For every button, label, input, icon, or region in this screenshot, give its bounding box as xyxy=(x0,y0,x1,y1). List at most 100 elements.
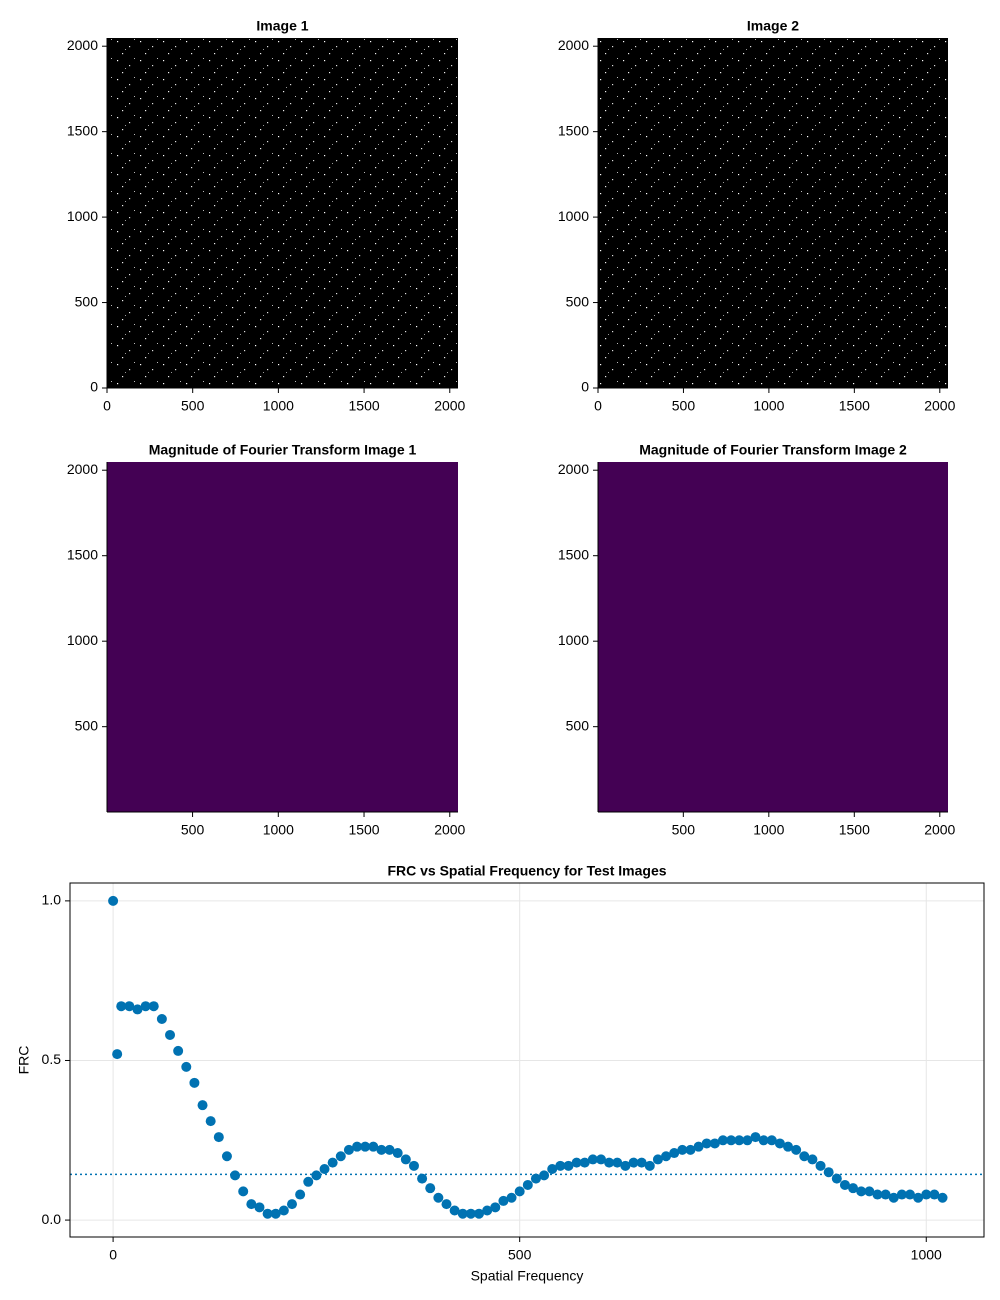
x-tick-label: 1500 xyxy=(839,398,870,414)
scatter-point xyxy=(856,1186,867,1197)
scatter-point xyxy=(425,1183,436,1194)
scatter-point xyxy=(864,1186,875,1197)
x-tick-label: 500 xyxy=(181,398,205,414)
heatmap-area xyxy=(107,462,458,812)
y-tick-label: 2000 xyxy=(558,461,589,477)
x-tick-label: 1000 xyxy=(753,822,784,838)
y-tick-label: 500 xyxy=(566,293,590,309)
scatter-point xyxy=(905,1189,916,1200)
x-tick-label: 1000 xyxy=(263,398,294,414)
scatter-point xyxy=(457,1208,468,1219)
scatter-point xyxy=(604,1157,615,1168)
scatter-point xyxy=(197,1100,208,1111)
x-tick-label: 0 xyxy=(594,398,602,414)
scatter-point xyxy=(571,1157,582,1168)
scatter-point xyxy=(628,1157,639,1168)
y-tick-label: 500 xyxy=(75,293,99,309)
x-tick-label: 500 xyxy=(672,822,696,838)
y-tick-label: 0.5 xyxy=(42,1051,62,1067)
scatter-point xyxy=(888,1192,899,1203)
scatter-point xyxy=(165,1029,176,1040)
scatter-point xyxy=(831,1173,842,1184)
scatter-point xyxy=(112,1049,123,1060)
scatter-point xyxy=(376,1144,387,1155)
scatter-point xyxy=(368,1141,379,1152)
scatter-point xyxy=(140,1001,151,1012)
heatmap-area xyxy=(598,462,948,812)
scatter-point xyxy=(482,1205,493,1216)
scatter-point xyxy=(221,1151,232,1162)
y-tick-label: 1500 xyxy=(558,122,589,138)
scatter-point xyxy=(156,1013,167,1024)
y-tick-label: 1.0 xyxy=(42,892,62,908)
scatter-point xyxy=(726,1135,737,1146)
scatter-point xyxy=(652,1154,663,1165)
x-tick-label: 2000 xyxy=(434,398,465,414)
scatter-point xyxy=(116,1001,127,1012)
scatter-point xyxy=(108,895,119,906)
scatter-point xyxy=(213,1132,224,1143)
scatter-point xyxy=(319,1164,330,1175)
x-tick-label: 1500 xyxy=(349,398,380,414)
x-tick-label: 1000 xyxy=(263,822,294,838)
y-tick-label: 500 xyxy=(566,717,590,733)
y-tick-label: 500 xyxy=(75,717,99,733)
scatter-point xyxy=(303,1176,314,1187)
scatter-point xyxy=(685,1144,696,1155)
y-tick-label: 1000 xyxy=(67,208,98,224)
scatter-point xyxy=(474,1208,485,1219)
panel-title: Magnitude of Fourier Transform Image 1 xyxy=(149,442,417,458)
x-tick-label: 2000 xyxy=(924,398,955,414)
scatter-point xyxy=(286,1199,297,1210)
scatter-point xyxy=(360,1141,371,1152)
scatter-point xyxy=(579,1157,590,1168)
x-tick-label: 2000 xyxy=(434,822,465,838)
scatter-point xyxy=(555,1160,566,1171)
scatter-point xyxy=(709,1138,720,1149)
panel-title: Image 2 xyxy=(747,18,799,34)
scatter-point xyxy=(246,1199,257,1210)
scatter-point xyxy=(547,1164,558,1175)
scatter-point xyxy=(766,1135,777,1146)
scatter-point xyxy=(343,1144,354,1155)
x-tick-label: 1000 xyxy=(911,1247,942,1263)
x-tick-label: 500 xyxy=(508,1247,532,1263)
scatter-point xyxy=(254,1202,265,1213)
y-tick-label: 2000 xyxy=(558,37,589,53)
scatter-point xyxy=(774,1138,785,1149)
scatter-point xyxy=(490,1202,501,1213)
scatter-point xyxy=(352,1141,363,1152)
scatter-point xyxy=(465,1208,476,1219)
scatter-point xyxy=(872,1189,883,1200)
scatter-point xyxy=(173,1045,184,1056)
y-tick-label: 2000 xyxy=(67,461,98,477)
scatter-point xyxy=(230,1170,241,1181)
scatter-point xyxy=(270,1208,281,1219)
scatter-point xyxy=(433,1192,444,1203)
scatter-point xyxy=(929,1189,940,1200)
y-tick-label: 1000 xyxy=(67,632,98,648)
scatter-point xyxy=(896,1189,907,1200)
scatter-point xyxy=(327,1157,338,1168)
y-tick-label: 0.0 xyxy=(42,1211,62,1227)
x-tick-label: 500 xyxy=(181,822,205,838)
scatter-point xyxy=(880,1189,891,1200)
x-tick-label: 0 xyxy=(109,1247,117,1263)
scatter-point xyxy=(839,1179,850,1190)
y-tick-label: 0 xyxy=(90,379,98,395)
image-noise xyxy=(598,38,948,388)
scatter-point xyxy=(530,1173,541,1184)
scatter-point xyxy=(189,1077,200,1088)
scatter-point xyxy=(132,1004,143,1015)
x-tick-label: 500 xyxy=(672,398,696,414)
scatter-point xyxy=(693,1141,704,1152)
scatter-point xyxy=(758,1135,769,1146)
scatter-point xyxy=(815,1160,826,1171)
panel-title: Image 1 xyxy=(256,18,308,34)
scatter-point xyxy=(937,1192,948,1203)
scatter-point xyxy=(563,1160,574,1171)
scatter-point xyxy=(661,1151,672,1162)
scatter-point xyxy=(498,1195,509,1206)
panel-title: FRC vs Spatial Frequency for Test Images xyxy=(387,863,666,879)
